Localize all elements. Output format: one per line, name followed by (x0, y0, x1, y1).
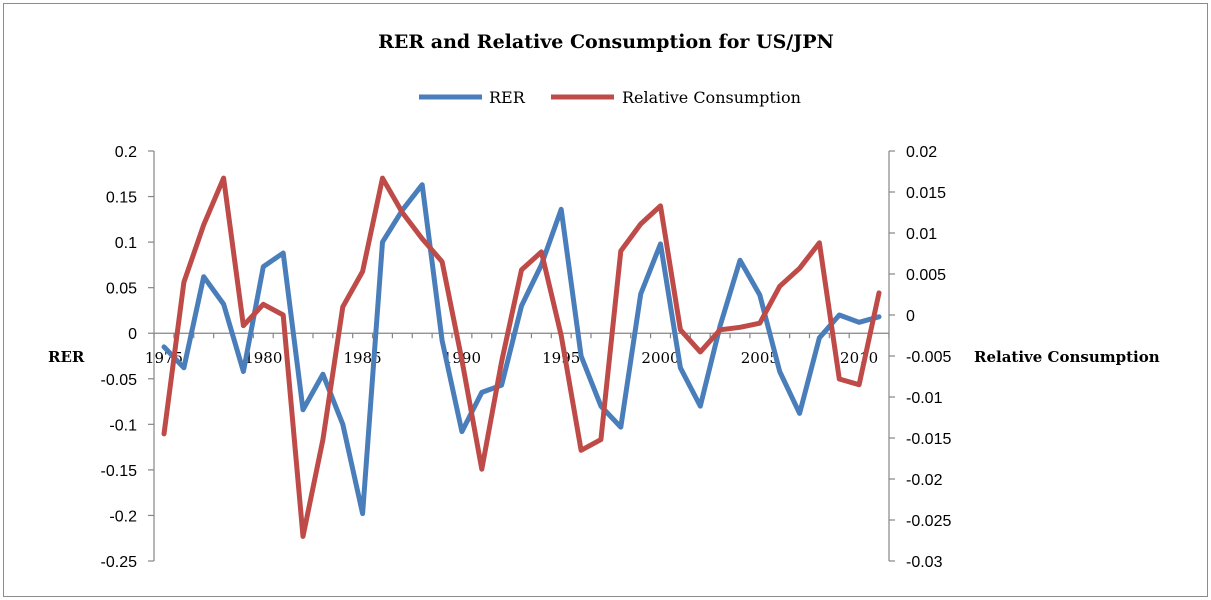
right-tick-label: 0.015 (906, 185, 946, 202)
right-tick-label: 0.005 (906, 267, 946, 284)
left-tick-label: 0 (128, 326, 137, 343)
x-tick-label: 1995 (542, 349, 580, 367)
right-tick-label: -0.01 (906, 390, 943, 407)
x-tick-label: 2005 (741, 349, 779, 367)
left-axis: 0.2 0.15 0.1 0.05 0 -0.05 -0.1 -0.15 -0.2 -0.25 (101, 144, 155, 571)
left-axis-title: RER (48, 348, 85, 366)
left-tick-label: -0.15 (101, 463, 138, 480)
right-tick-label: 0.02 (906, 144, 937, 161)
right-tick-label: -0.02 (906, 472, 943, 489)
left-tick-label: -0.05 (101, 372, 138, 389)
legend-label-rer: RER (489, 88, 526, 107)
left-tick-label: 0.2 (115, 144, 137, 161)
series-line-relative-consumption (161, 175, 882, 539)
chart-frame (3, 3, 1208, 597)
right-tick-label: -0.015 (906, 431, 951, 448)
right-tick-label: -0.03 (906, 554, 943, 571)
legend: RER Relative Consumption (419, 88, 801, 107)
series-line-rer (161, 182, 882, 517)
right-tick-label: -0.025 (906, 513, 951, 530)
x-tick-label: 2010 (840, 349, 878, 367)
right-axis: 0.02 0.015 0.01 0.005 0 -0.005 -0.01 -0.015 -0.0… (888, 144, 951, 571)
left-tick-label: 0.05 (106, 281, 137, 298)
right-axis-title: Relative Consumption (974, 348, 1160, 366)
left-tick-label: -0.1 (109, 417, 137, 434)
right-tick-label: 0 (906, 308, 915, 325)
chart-title: RER and Relative Consumption for US/JPN (378, 31, 834, 53)
left-tick-label: -0.25 (101, 554, 138, 571)
left-tick-label: -0.2 (109, 508, 137, 525)
x-tick-label: 2000 (641, 349, 679, 367)
legend-label-relative-consumption: Relative Consumption (622, 88, 801, 107)
right-tick-label: -0.005 (906, 349, 951, 366)
right-tick-label: 0.01 (906, 226, 937, 243)
plot-area (161, 175, 882, 539)
left-tick-label: 0.1 (115, 235, 137, 252)
x-tick-label: 1980 (244, 349, 282, 367)
left-tick-label: 0.15 (106, 190, 137, 207)
